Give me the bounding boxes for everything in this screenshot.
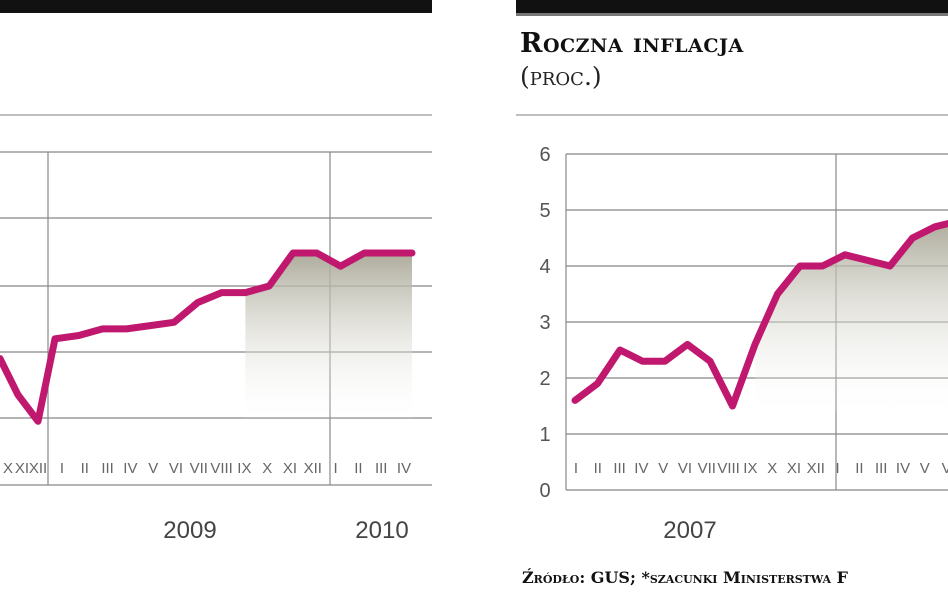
- right-y-tick-label: 6: [539, 144, 550, 166]
- right-year-labels: 2007: [663, 517, 716, 544]
- left-month-label: VII: [190, 460, 208, 477]
- chart-subtitle: (proc.): [520, 62, 602, 91]
- right-line: [571, 219, 948, 410]
- right-header-bar: [516, 0, 948, 13]
- left-line: [0, 249, 416, 425]
- right-month-label: VII: [698, 460, 716, 477]
- left-month-label: X: [3, 460, 13, 477]
- right-header-underline: [516, 13, 948, 16]
- left-month-label: III: [101, 460, 114, 477]
- right-y-tick-label: 4: [539, 256, 550, 278]
- left-month-label: II: [81, 460, 89, 477]
- right-month-label: II: [855, 460, 863, 477]
- right-y-tick-label: 0: [539, 480, 550, 502]
- left-month-label: VI: [169, 460, 183, 477]
- right-month-label: IV: [634, 460, 648, 477]
- source-note: Źródło: GUS; *szacunki Ministerstwa F: [522, 568, 848, 587]
- right-month-label: XII: [807, 460, 825, 477]
- left-series-line: [0, 249, 416, 425]
- left-month-label: VIII: [210, 460, 233, 477]
- left-month-label: X: [262, 460, 272, 477]
- left-month-label: XI: [15, 460, 29, 477]
- left-month-label: XII: [29, 460, 47, 477]
- left-year-labels: 2009 2010: [163, 517, 408, 544]
- right-month-label: IV: [896, 460, 910, 477]
- right-month-label: VI: [678, 460, 692, 477]
- right-month-label: II: [594, 460, 602, 477]
- right-month-label: V: [920, 460, 930, 477]
- right-month-label: V: [942, 460, 948, 477]
- left-month-label: XI: [283, 460, 297, 477]
- right-month-label: XI: [787, 460, 801, 477]
- left-month-label: V: [148, 460, 158, 477]
- right-month-label: I: [574, 460, 578, 477]
- right-month-label: IX: [743, 460, 757, 477]
- left-year-label: 2010: [355, 517, 408, 544]
- right-y-tick-label: 1: [539, 424, 550, 446]
- right-y-tick-label: 3: [539, 312, 550, 334]
- right-month-label: III: [875, 460, 888, 477]
- right-month-label: VIII: [717, 460, 740, 477]
- right-month-labels: I II III IV V VI VII VIII IX X XI XII I II III IV V V: [574, 460, 948, 477]
- right-y-tick-label: 2: [539, 368, 550, 390]
- left-month-label: III: [375, 460, 388, 477]
- left-month-label: I: [60, 460, 64, 477]
- left-month-labels: X XI XII I II III IV V VI VII VIII IX X XI XII I II III IV: [3, 460, 411, 477]
- left-month-label: I: [334, 460, 338, 477]
- chart-title: Roczna inflacja: [520, 28, 744, 59]
- right-year-label: 2007: [663, 517, 716, 544]
- right-y-tick-label: 5: [539, 200, 550, 222]
- left-month-label: II: [354, 460, 362, 477]
- right-month-label: X: [767, 460, 777, 477]
- right-area-fill: [755, 223, 948, 412]
- left-header-bar: [0, 0, 432, 13]
- right-month-label: I: [836, 460, 840, 477]
- left-year-label: 2009: [163, 517, 216, 544]
- left-area: [245, 253, 412, 418]
- right-area: [755, 223, 948, 412]
- left-area-fill: [245, 253, 412, 418]
- left-month-label: IV: [123, 460, 137, 477]
- right-series-line: [571, 219, 948, 410]
- right-month-label: III: [613, 460, 626, 477]
- left-month-label: IX: [237, 460, 251, 477]
- left-month-label: IV: [397, 460, 411, 477]
- right-month-label: V: [658, 460, 668, 477]
- left-month-label: XII: [304, 460, 322, 477]
- right-y-tick-labels: 0 1 2 3 4 5 6: [539, 144, 550, 502]
